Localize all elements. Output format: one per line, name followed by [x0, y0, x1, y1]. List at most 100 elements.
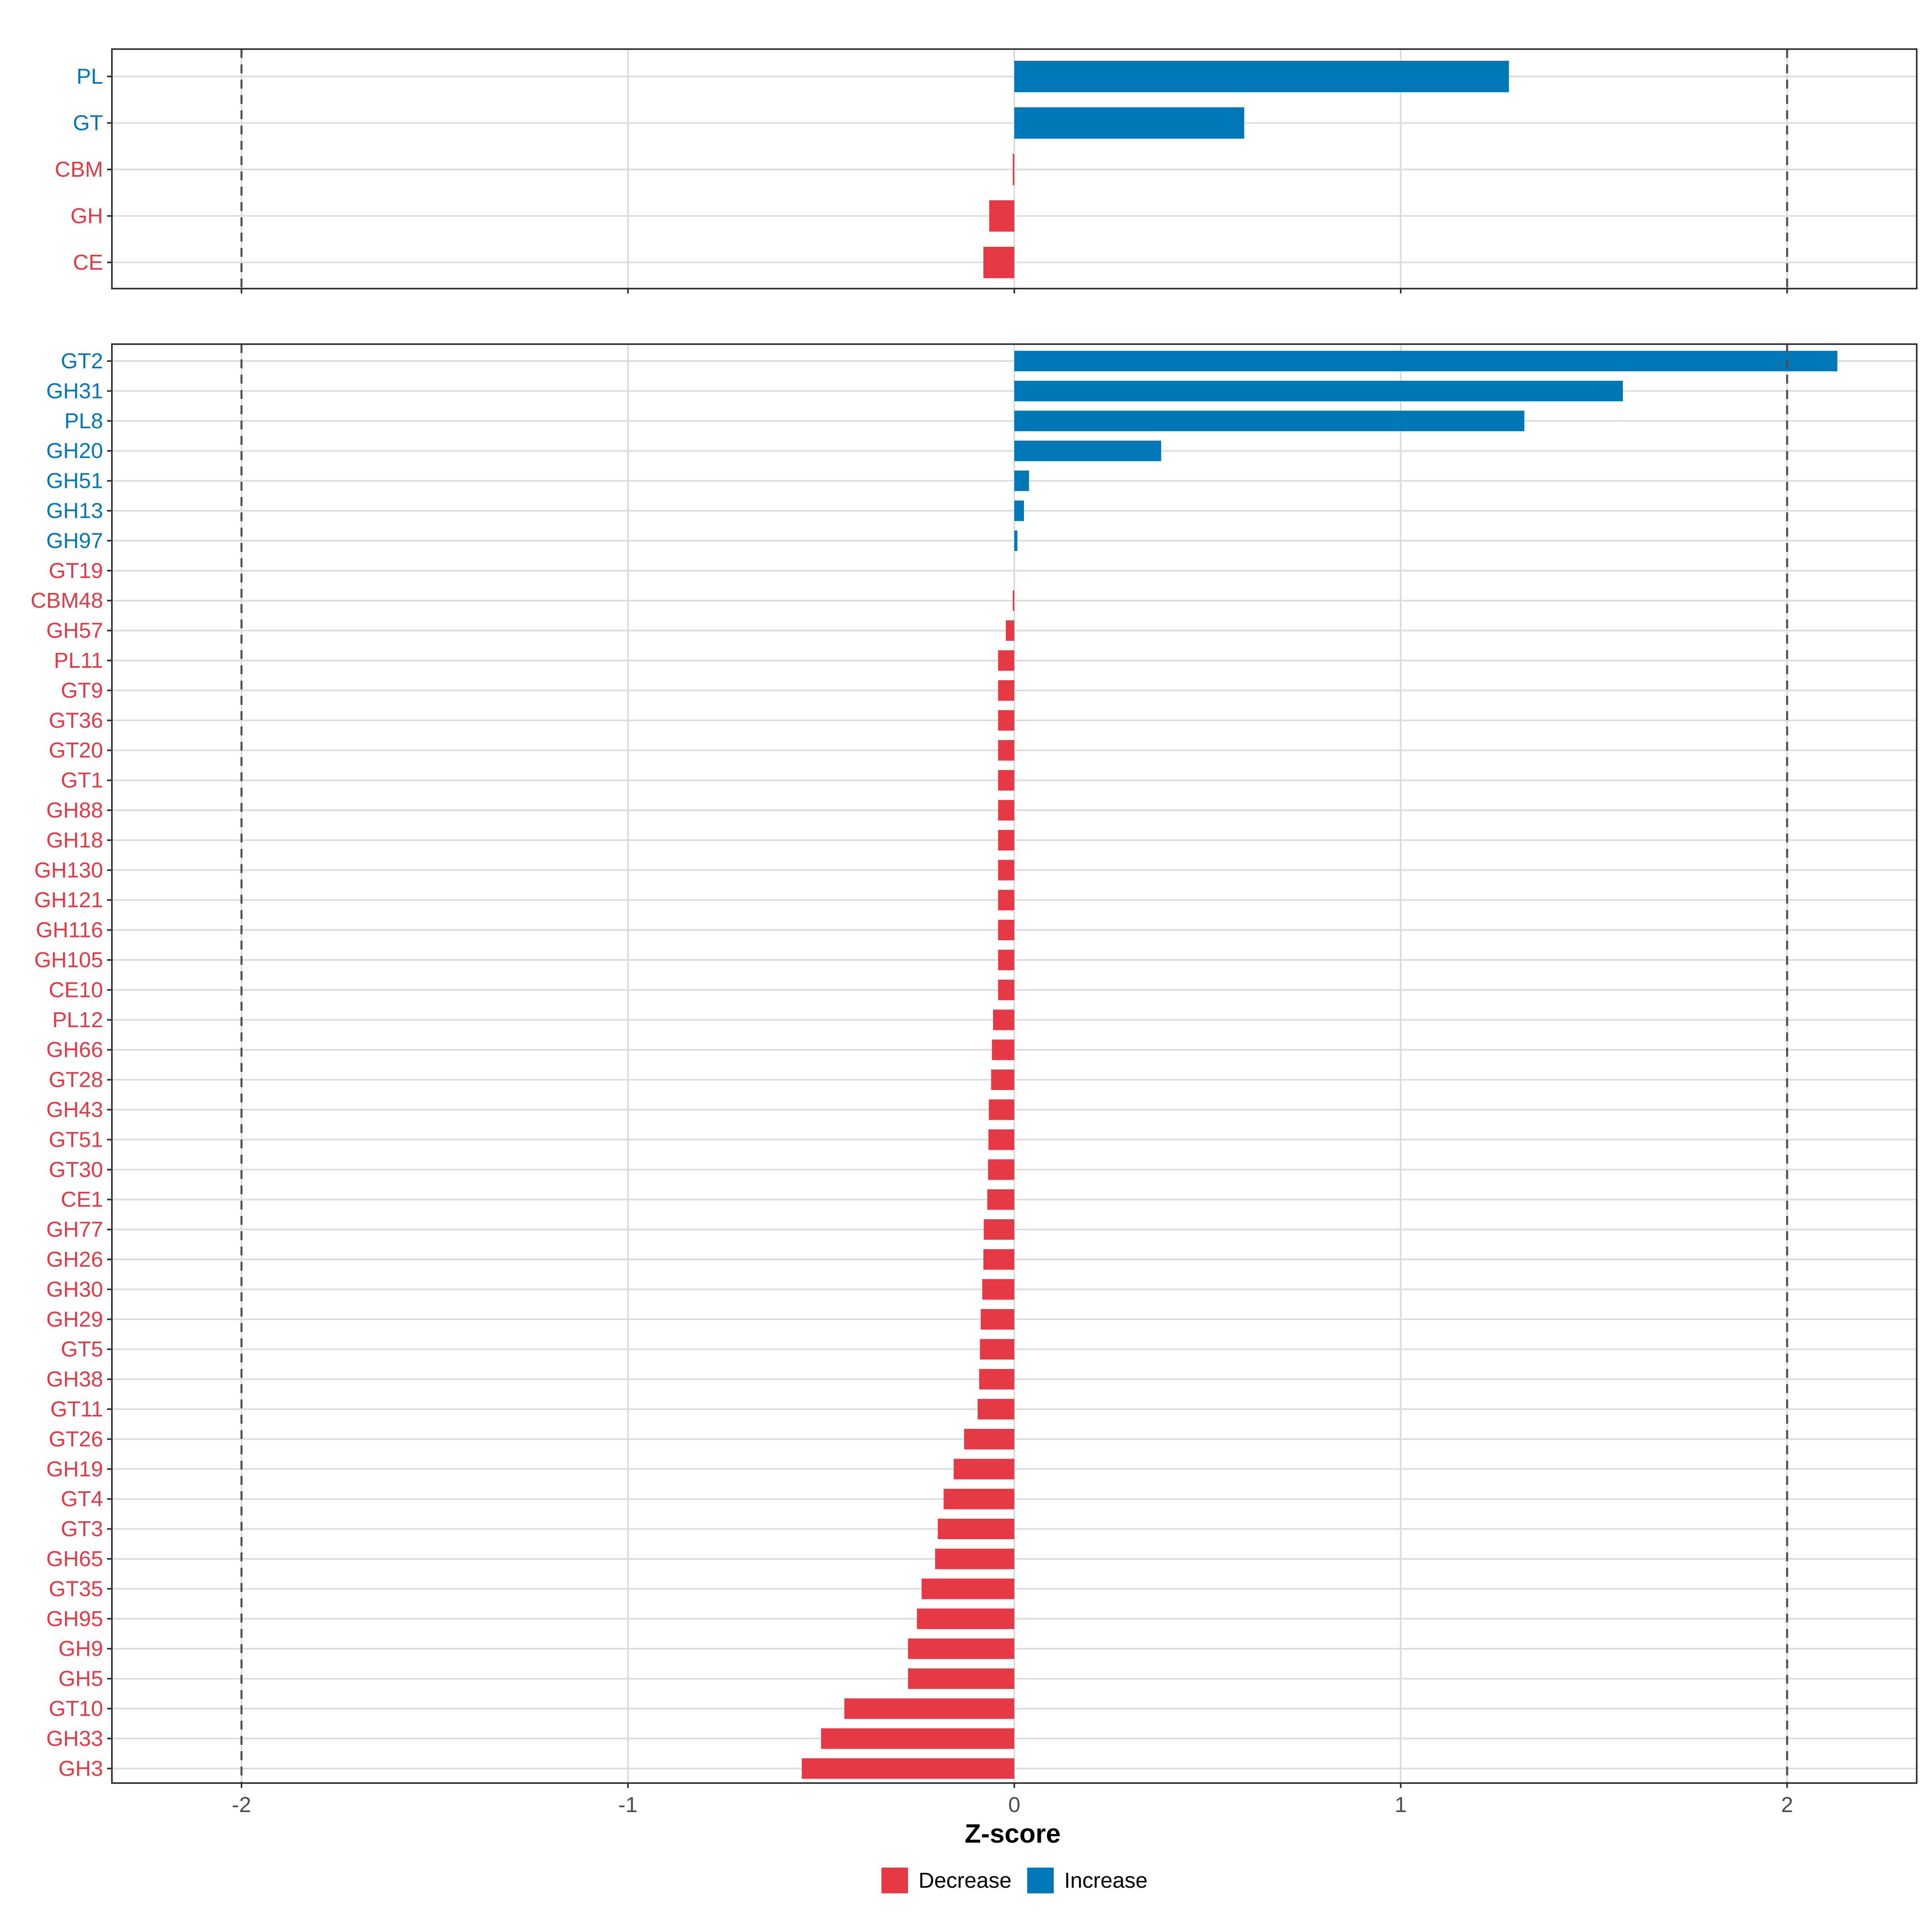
bar-gh38	[979, 1369, 1014, 1390]
bar-gt9	[998, 680, 1014, 701]
bar-gt35	[921, 1578, 1014, 1599]
bar-cbm	[1013, 154, 1014, 185]
bar-gh33	[821, 1728, 1014, 1749]
y-tick-label-ce1: CE1	[61, 1187, 103, 1212]
panel-families: GT2 GH31 PL8 GH20 GH51 GH13 GH97 GT19 CBM48 GH57 P…	[31, 343, 1918, 1788]
y-tick-label-gt9: GT9	[61, 678, 103, 702]
y-tick-label-gh30: GH30	[46, 1277, 103, 1301]
bar-gt4	[943, 1488, 1014, 1509]
y-tick-label-gh116: GH116	[36, 918, 103, 942]
bar-gh51	[1014, 471, 1029, 491]
y-tick-label-gh43: GH43	[46, 1098, 103, 1122]
bar-gt26	[964, 1428, 1014, 1449]
y-tick-label-ce: CE	[73, 250, 103, 275]
y-tick-label-gh51: GH51	[46, 469, 103, 493]
bar-gh43	[989, 1099, 1014, 1120]
bar-gh26	[983, 1249, 1014, 1270]
bar-pl8	[1014, 411, 1525, 431]
legend-swatch-decrease	[881, 1868, 908, 1893]
x-tick-label: -2	[232, 1793, 251, 1817]
x-tick-label: 2	[1781, 1793, 1793, 1817]
bar-gh66	[992, 1039, 1014, 1060]
y-tick-label-gh33: GH33	[46, 1726, 103, 1750]
y-tick-label-gh88: GH88	[46, 798, 103, 822]
panel-classes: PL GT CBM GH CE	[55, 48, 1918, 293]
y-tick-label-gt26: GT26	[49, 1427, 103, 1451]
y-tick-label-gt5: GT5	[61, 1337, 103, 1361]
y-tick-label-gh20: GH20	[46, 439, 103, 463]
legend-label-decrease: Decrease	[919, 1868, 1011, 1893]
y-tick-label-gt3: GT3	[61, 1517, 103, 1541]
bar-ce	[983, 247, 1014, 278]
y-tick-label-pl12: PL12	[52, 1008, 103, 1032]
y-tick-label-pl8: PL8	[64, 409, 103, 433]
y-tick-label-gt1: GT1	[61, 768, 103, 793]
x-tick-label: 1	[1395, 1793, 1407, 1817]
bar-gt20	[998, 740, 1014, 761]
legend-label-increase: Increase	[1064, 1868, 1148, 1893]
bar-gh13	[1014, 500, 1024, 521]
y-tick-label-gt19: GT19	[49, 559, 103, 583]
bar-gh9	[908, 1638, 1014, 1659]
y-tick-label-gh9: GH9	[58, 1637, 103, 1661]
bar-gh65	[935, 1548, 1014, 1569]
y-tick-label-gh130: GH130	[34, 858, 103, 882]
y-tick-label-gt11: GT11	[50, 1397, 103, 1421]
y-tick-label-cbm48: CBM48	[31, 588, 103, 613]
bar-gt	[1014, 107, 1245, 139]
legend-swatch-increase	[1027, 1868, 1054, 1893]
bar-gt3	[937, 1519, 1014, 1540]
bar-gt2	[1014, 351, 1837, 372]
y-tick-label-gh19: GH19	[46, 1457, 103, 1481]
y-tick-label-gt10: GT10	[49, 1697, 103, 1721]
bar-gh20	[1014, 440, 1161, 461]
y-tick-label-gh121: GH121	[34, 888, 103, 912]
y-tick-label-gh66: GH66	[46, 1038, 103, 1062]
y-tick-label-pl11: PL11	[54, 648, 103, 673]
bar-gh18	[998, 830, 1014, 850]
bar-gh19	[954, 1459, 1014, 1480]
bar-gh31	[1014, 380, 1623, 401]
bar-gt30	[988, 1159, 1014, 1180]
y-tick-label-gh38: GH38	[46, 1367, 103, 1391]
y-tick-label-gt28: GT28	[49, 1068, 103, 1092]
panels: PL GT CBM GH CE GT2 GH31 PL8 GH20 GH51 GH13 GH97 GT1…	[31, 48, 1918, 1788]
y-tick-label-ce10: CE10	[49, 978, 103, 1002]
bar-gh	[989, 200, 1014, 232]
y-tick-label-gt35: GT35	[49, 1577, 103, 1601]
bar-gt11	[977, 1399, 1014, 1420]
bar-pl12	[993, 1009, 1014, 1030]
y-tick-label-gh18: GH18	[46, 828, 103, 852]
y-tick-label-gt: GT	[73, 111, 103, 135]
y-tick-label-gh77: GH77	[46, 1218, 103, 1242]
bar-gt36	[998, 710, 1014, 731]
bar-gt1	[998, 770, 1014, 791]
x-tick-label: -1	[618, 1793, 638, 1817]
bar-gh116	[998, 920, 1014, 941]
y-tick-label-pl: PL	[76, 64, 103, 89]
y-tick-label-gh57: GH57	[46, 619, 103, 643]
y-tick-label-gh: GH	[70, 204, 103, 228]
bar-gt51	[988, 1129, 1014, 1150]
bar-gh95	[917, 1608, 1014, 1629]
y-tick-label-gh3: GH3	[58, 1757, 103, 1781]
bar-ce1	[987, 1189, 1014, 1210]
bar-gh77	[984, 1219, 1014, 1240]
y-tick-label-gh95: GH95	[46, 1607, 103, 1631]
bar-cbm48	[1013, 590, 1014, 611]
bar-ce10	[998, 979, 1014, 1000]
y-tick-label-cbm: CBM	[55, 157, 103, 182]
bar-pl11	[998, 650, 1014, 671]
bar-gh105	[998, 949, 1014, 970]
y-tick-label-gt20: GT20	[49, 738, 103, 762]
bar-gh30	[982, 1279, 1014, 1300]
x-axis-title: Z-score	[965, 1818, 1061, 1848]
y-tick-label-gh13: GH13	[46, 499, 103, 523]
y-tick-label-gt30: GT30	[49, 1158, 103, 1182]
legend: Decrease Increase	[881, 1868, 1148, 1893]
bar-gh121	[998, 890, 1014, 910]
y-tick-label-gh5: GH5	[58, 1667, 103, 1691]
y-tick-label-gt2: GT2	[61, 349, 103, 373]
bar-gh88	[998, 800, 1014, 821]
